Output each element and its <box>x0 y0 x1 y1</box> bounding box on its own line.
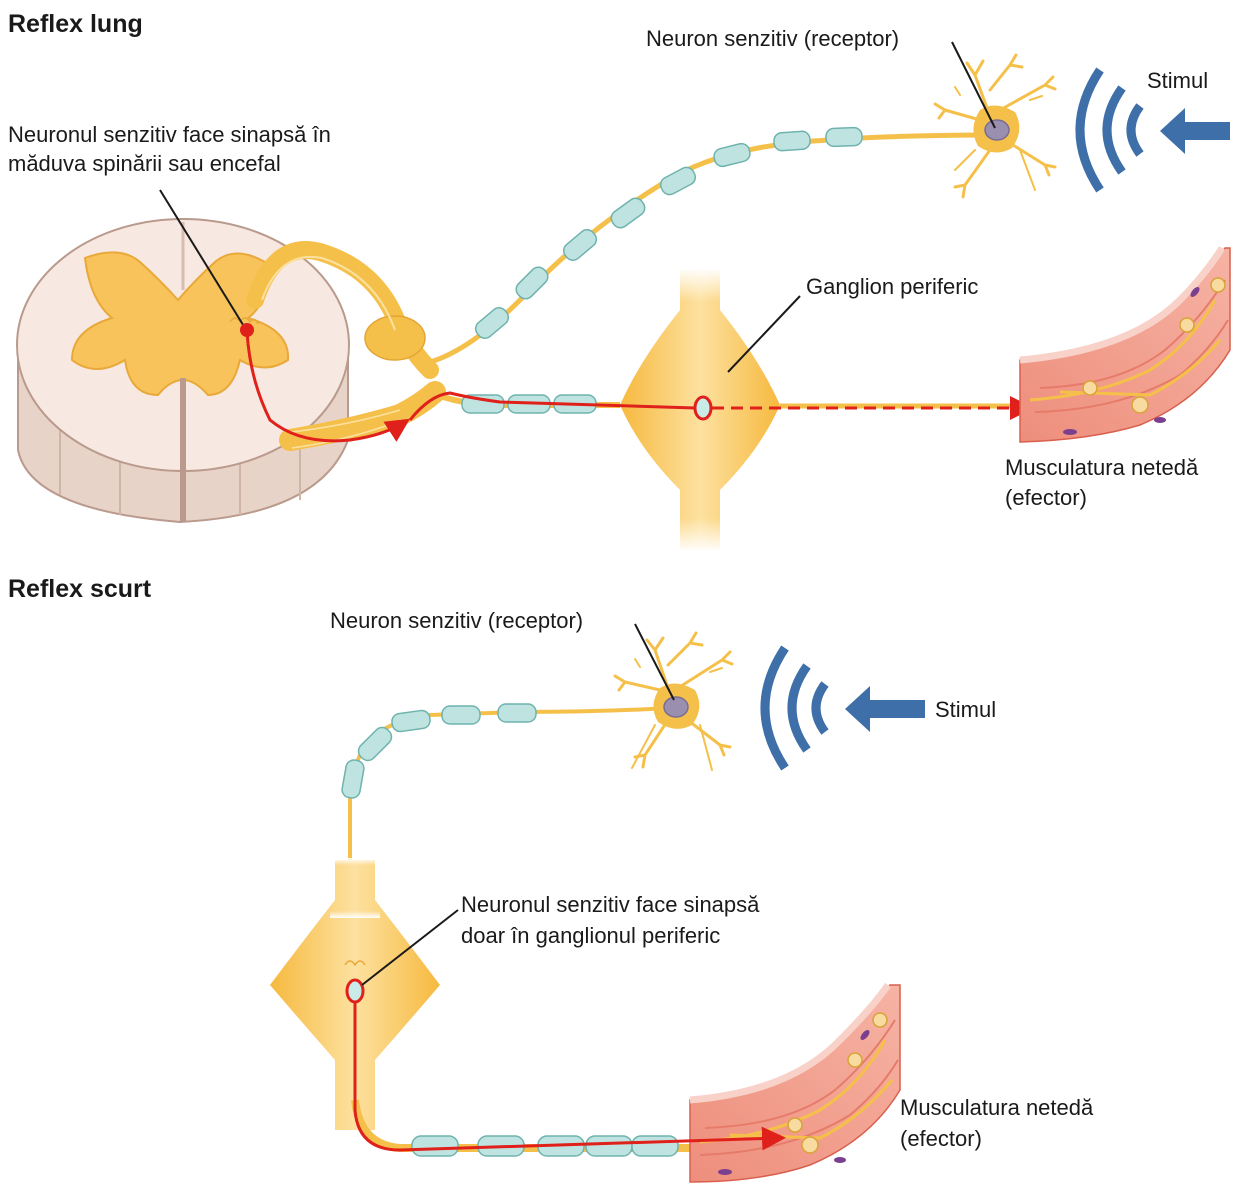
sensory-nucleus-long <box>984 119 1010 141</box>
sensory-leader-long <box>951 41 996 129</box>
synapse-label-short-line2: doar în ganglionul periferic <box>461 923 720 948</box>
ganglion-cell-long <box>693 395 713 421</box>
ganglion-cell-short <box>345 978 365 1004</box>
signal-path-long-b <box>408 391 696 421</box>
sensory-neuron-label-long: Neuron senzitiv (receptor) <box>646 26 899 51</box>
myelin-sheaths-sensory-long <box>474 126 863 339</box>
smooth-muscle-long <box>1019 246 1231 443</box>
sensory-neuron-long <box>933 53 1057 199</box>
spinal-cord <box>16 218 350 524</box>
effector-label-short-line1: Musculatura netedă <box>900 1095 1094 1120</box>
synapse-tuft <box>229 317 259 325</box>
synapse-label-long-line1: Neuronul senzitiv face sinapsă în <box>8 122 331 147</box>
synapse-label-long-line2: măduva spinării sau encefal <box>8 151 281 176</box>
synapse-label-short-line1: Neuronul senzitiv face sinapsă <box>461 892 760 917</box>
dorsal-root <box>246 241 439 379</box>
short-reflex-title: Reflex scurt <box>8 575 152 603</box>
stimulus-arrow-long <box>1160 108 1230 154</box>
synapse-dot-long <box>240 323 254 337</box>
long-reflex-title: Reflex lung <box>8 10 143 38</box>
myelin-sheaths-sensory-short <box>341 703 537 799</box>
sensory-nucleus-short <box>663 696 689 718</box>
sensory-neuron-short <box>613 631 734 771</box>
effector-label-short-line2: (efector) <box>900 1126 982 1151</box>
efferent-fiber-short <box>351 1099 700 1152</box>
effector-label-long-line1: Musculatura netedă <box>1005 455 1199 480</box>
synapse-leader-long <box>159 189 246 329</box>
stimulus-waves-short <box>760 645 829 771</box>
sensory-neuron-label-short: Neuron senzitiv (receptor) <box>330 608 583 633</box>
synapse-tuft-short <box>344 960 366 967</box>
stimulus-waves-long <box>1075 67 1144 193</box>
synapse-leader-short <box>361 909 459 986</box>
stimulus-arrow-short <box>845 686 925 732</box>
effector-label-long-line2: (efector) <box>1005 485 1087 510</box>
ganglion-label: Ganglion periferic <box>806 274 978 299</box>
signal-path-short <box>353 1003 786 1152</box>
signal-path-long-a <box>245 331 411 443</box>
ganglion-leader <box>727 295 801 373</box>
sensory-leader-short <box>634 623 675 701</box>
stimulus-label-short: Stimul <box>935 697 996 722</box>
smooth-muscle-short <box>689 983 901 1183</box>
stimulus-label-long: Stimul <box>1147 68 1208 93</box>
